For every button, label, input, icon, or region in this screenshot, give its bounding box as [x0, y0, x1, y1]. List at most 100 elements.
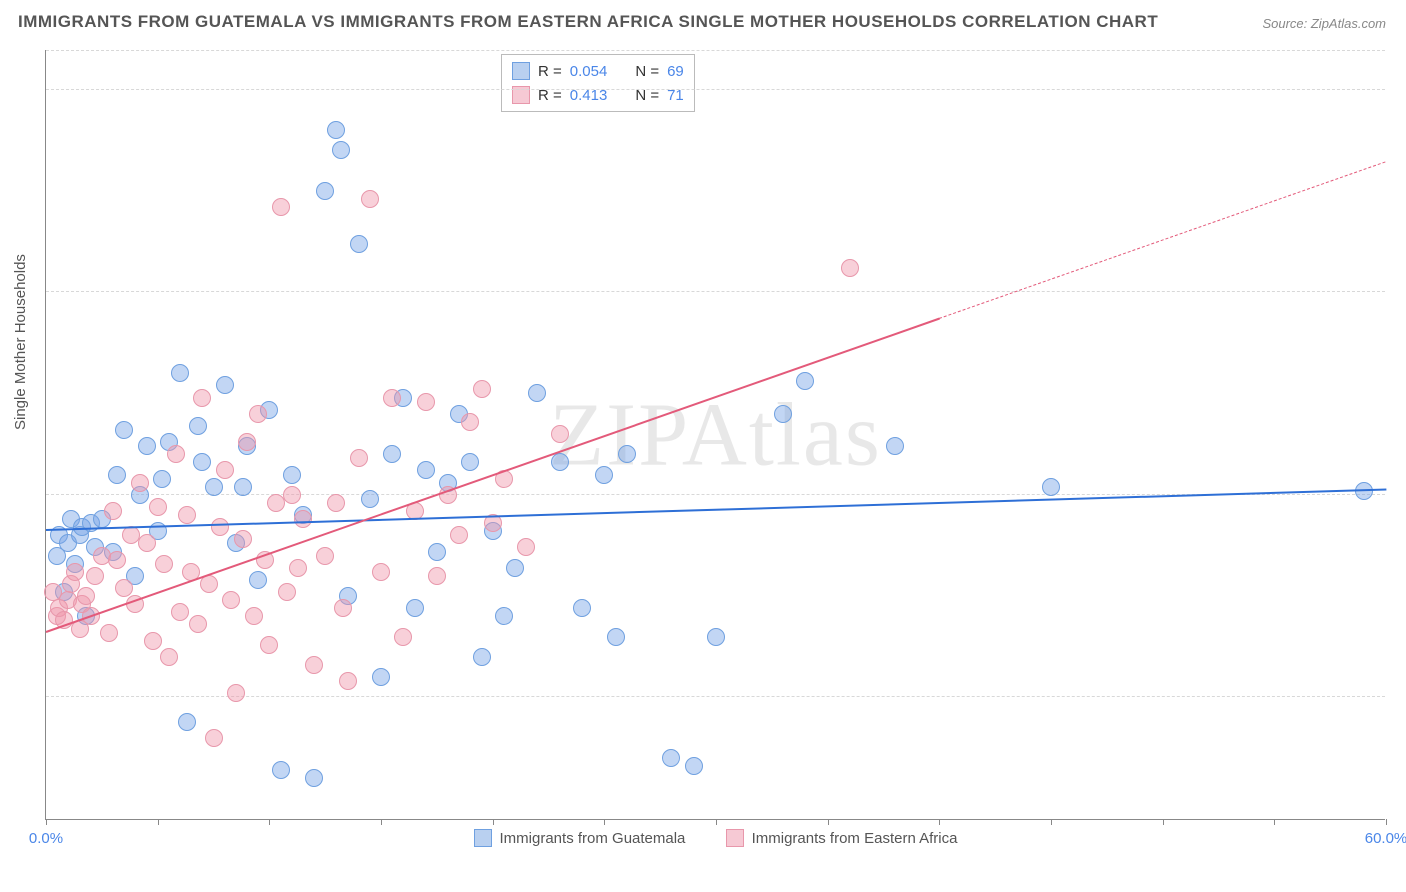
legend-label: Immigrants from Guatemala — [500, 830, 686, 847]
scatter-point — [428, 543, 446, 561]
scatter-point — [361, 490, 379, 508]
scatter-point — [234, 478, 252, 496]
scatter-point — [171, 364, 189, 382]
scatter-point — [316, 547, 334, 565]
source-label: Source: ZipAtlas.com — [1262, 16, 1386, 31]
plot-area: ZIPAtlas R = 0.054 N = 69 R = 0.413 N = … — [45, 50, 1385, 820]
gridline-h — [46, 291, 1385, 292]
scatter-point — [428, 567, 446, 585]
scatter-point — [138, 534, 156, 552]
scatter-point — [886, 437, 904, 455]
scatter-point — [406, 599, 424, 617]
scatter-point — [193, 389, 211, 407]
x-tick — [604, 819, 605, 825]
scatter-point — [461, 413, 479, 431]
stats-row-2: R = 0.413 N = 71 — [512, 83, 684, 107]
scatter-point — [383, 445, 401, 463]
scatter-point — [394, 628, 412, 646]
scatter-point — [417, 393, 435, 411]
legend-square-guatemala — [512, 62, 530, 80]
scatter-point — [66, 563, 84, 581]
legend-square-guatemala — [474, 829, 492, 847]
scatter-point — [144, 632, 162, 650]
scatter-point — [327, 121, 345, 139]
scatter-point — [372, 563, 390, 581]
legend-item-guatemala: Immigrants from Guatemala — [474, 829, 686, 847]
scatter-point — [528, 384, 546, 402]
scatter-point — [86, 567, 104, 585]
scatter-point — [316, 182, 334, 200]
n-value-1: 69 — [667, 63, 684, 80]
scatter-point — [339, 672, 357, 690]
scatter-point — [245, 607, 263, 625]
scatter-point — [361, 190, 379, 208]
x-tick — [381, 819, 382, 825]
scatter-point — [178, 713, 196, 731]
scatter-point — [227, 684, 245, 702]
scatter-point — [383, 389, 401, 407]
scatter-point — [171, 603, 189, 621]
trendline-dashed — [939, 162, 1386, 320]
scatter-point — [153, 470, 171, 488]
scatter-point — [327, 494, 345, 512]
scatter-point — [618, 445, 636, 463]
series-legend: Immigrants from Guatemala Immigrants fro… — [46, 829, 1385, 851]
scatter-point — [249, 405, 267, 423]
scatter-point — [841, 259, 859, 277]
scatter-point — [138, 437, 156, 455]
scatter-point — [149, 498, 167, 516]
y-axis-label: Single Mother Households — [12, 254, 29, 430]
scatter-point — [573, 599, 591, 617]
x-tick — [158, 819, 159, 825]
legend-square-eastern-africa — [726, 829, 744, 847]
scatter-point — [272, 198, 290, 216]
trendline — [46, 489, 1386, 532]
x-tick — [716, 819, 717, 825]
chart-container: IMMIGRANTS FROM GUATEMALA VS IMMIGRANTS … — [0, 0, 1406, 892]
scatter-point — [1042, 478, 1060, 496]
scatter-point — [685, 757, 703, 775]
scatter-point — [238, 433, 256, 451]
x-tick — [1386, 819, 1387, 825]
scatter-point — [473, 380, 491, 398]
x-tick — [493, 819, 494, 825]
legend-item-eastern-africa: Immigrants from Eastern Africa — [726, 829, 958, 847]
scatter-point — [211, 518, 229, 536]
scatter-point — [108, 551, 126, 569]
scatter-point — [178, 506, 196, 524]
scatter-point — [707, 628, 725, 646]
scatter-point — [131, 474, 149, 492]
x-tick — [269, 819, 270, 825]
scatter-point — [249, 571, 267, 589]
scatter-point — [774, 405, 792, 423]
scatter-point — [278, 583, 296, 601]
scatter-point — [205, 729, 223, 747]
x-tick — [828, 819, 829, 825]
scatter-point — [108, 466, 126, 484]
scatter-point — [473, 648, 491, 666]
scatter-point — [294, 510, 312, 528]
scatter-point — [283, 486, 301, 504]
scatter-point — [104, 502, 122, 520]
scatter-point — [189, 615, 207, 633]
scatter-point — [551, 453, 569, 471]
x-tick — [1051, 819, 1052, 825]
x-tick — [1274, 819, 1275, 825]
scatter-point — [272, 761, 290, 779]
x-tick-label: 60.0% — [1365, 830, 1406, 847]
scatter-point — [189, 417, 207, 435]
scatter-point — [350, 235, 368, 253]
scatter-point — [260, 636, 278, 654]
x-tick — [46, 819, 47, 825]
n-label: N = — [635, 63, 659, 80]
x-tick — [939, 819, 940, 825]
scatter-point — [222, 591, 240, 609]
scatter-point — [167, 445, 185, 463]
scatter-point — [495, 607, 513, 625]
scatter-point — [551, 425, 569, 443]
legend-label: Immigrants from Eastern Africa — [752, 830, 958, 847]
scatter-point — [305, 769, 323, 787]
scatter-point — [607, 628, 625, 646]
gridline-h — [46, 696, 1385, 697]
scatter-point — [216, 376, 234, 394]
